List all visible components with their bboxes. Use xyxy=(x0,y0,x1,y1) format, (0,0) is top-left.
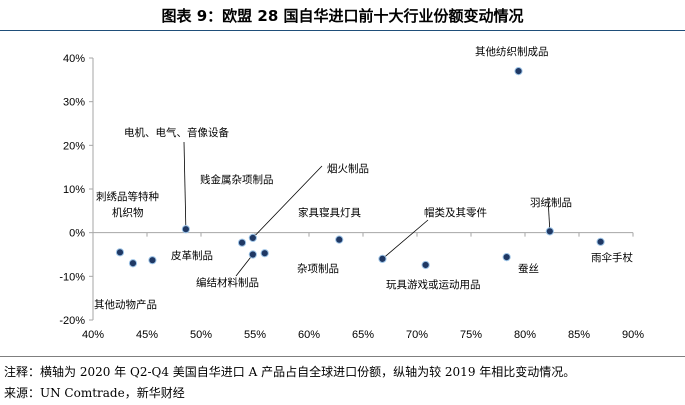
x-tick-label: 50% xyxy=(190,329,212,341)
x-tick-label: 55% xyxy=(244,329,266,341)
chart-title: 图表 9：欧盟 28 国自华进口前十大行业份额变动情况 xyxy=(161,7,524,25)
data-point xyxy=(260,249,269,258)
callout-line xyxy=(547,197,551,232)
callout-line xyxy=(183,141,187,230)
data-points xyxy=(115,67,605,270)
data-point xyxy=(248,250,257,259)
footnote-explanation: 注释：横轴为 2020 年 Q2-Q4 美国自华进口 A 产品占自全球进口份额，… xyxy=(4,365,576,379)
footer-divider xyxy=(0,356,685,357)
label-headgear: 帽类及其零件 xyxy=(424,206,487,219)
label-other-textile: 其他纺织制成品 xyxy=(475,45,549,58)
label-embroidery-1: 刺绣品等特种 xyxy=(96,190,159,203)
label-plaiting: 编结材料制品 xyxy=(196,276,259,289)
y-tick-label: -20% xyxy=(59,315,85,327)
x-tick-label: 85% xyxy=(568,329,590,341)
data-point xyxy=(545,227,554,236)
y-tick-label: 30% xyxy=(63,97,85,109)
callout-lines xyxy=(183,141,551,277)
data-point xyxy=(237,238,247,247)
data-point xyxy=(421,260,430,270)
x-tick-label: 90% xyxy=(622,329,644,341)
data-point xyxy=(335,235,344,244)
label-animal: 其他动物产品 xyxy=(94,298,157,311)
label-furniture: 家具寝具灯具 xyxy=(298,206,361,219)
data-point xyxy=(148,256,157,265)
y-tick-label: 40% xyxy=(63,53,85,65)
label-leather: 皮革制品 xyxy=(171,249,213,262)
label-fireworks: 烟火制品 xyxy=(327,162,369,175)
label-embroidery-2: 机织物 xyxy=(112,206,144,219)
callout-line xyxy=(235,254,254,277)
label-umbrella: 雨伞手杖 xyxy=(591,251,633,264)
y-tick-label: -10% xyxy=(59,271,85,283)
data-point xyxy=(502,253,511,262)
label-base-metal: 贱金属杂项制品 xyxy=(200,173,274,186)
data-point xyxy=(248,233,257,243)
x-tick-label: 65% xyxy=(352,329,374,341)
label-toys: 玩具游戏或运动用品 xyxy=(386,278,481,291)
data-point xyxy=(378,254,387,263)
x-tick-label: 70% xyxy=(406,329,428,341)
data-labels: 其他纺织制成品 电机、电气、音像设备 刺绣品等特种 机织物 皮革制品 贱金属杂项… xyxy=(94,45,633,311)
scatter-chart: 40% 30% 20% 10% 0% -10% -20% 40% 45% 50% 55% 60% 65%… xyxy=(59,45,644,341)
data-point xyxy=(115,248,125,257)
x-tick-label: 75% xyxy=(460,329,482,341)
label-electrical: 电机、电气、音像设备 xyxy=(124,126,229,139)
x-tick-label: 45% xyxy=(136,329,158,341)
data-point xyxy=(596,237,605,246)
data-point xyxy=(514,67,523,76)
y-tick-label: 0% xyxy=(69,228,85,240)
axes: 40% 30% 20% 10% 0% -10% -20% 40% 45% 50% 55% 60% 65%… xyxy=(59,53,644,341)
callout-line xyxy=(382,219,429,260)
x-tick-label: 40% xyxy=(82,329,104,341)
footnote-source: 来源：UN Comtrade，新华财经 xyxy=(4,386,185,400)
y-tick-label: 10% xyxy=(63,184,85,196)
label-silk: 蚕丝 xyxy=(518,263,539,275)
x-tick-label: 80% xyxy=(514,329,536,341)
y-tick-label: 20% xyxy=(63,140,85,152)
callout-line xyxy=(252,165,323,239)
chart-title-bar: 图表 9：欧盟 28 国自华进口前十大行业份额变动情况 xyxy=(0,0,685,31)
label-misc: 杂项制品 xyxy=(297,262,339,275)
data-point xyxy=(128,259,138,268)
x-tick-label: 60% xyxy=(298,329,320,341)
data-point xyxy=(181,225,190,234)
label-down: 羽绒制品 xyxy=(530,196,572,209)
